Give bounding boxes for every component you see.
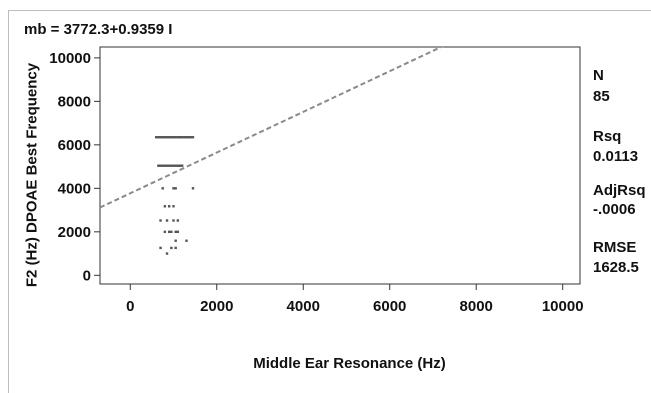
data-point-45	[176, 230, 180, 234]
data-point-24	[170, 164, 173, 167]
data-point-28	[178, 164, 182, 167]
data-point-4	[163, 136, 167, 139]
data-point-40	[176, 219, 180, 222]
data-point-19	[159, 164, 162, 167]
x-tick-label-8000: 8000	[460, 298, 493, 315]
data-point-49	[170, 246, 173, 250]
data-point-20	[161, 164, 164, 167]
regression-line	[100, 47, 444, 209]
stat-rmse-value: 1628.5	[593, 259, 639, 276]
data-point-7	[170, 136, 173, 139]
data-point-1	[157, 136, 160, 139]
data-point-26	[174, 164, 177, 167]
y-axis-label: F2 (Hz) DPOAE Best Frequency	[23, 62, 41, 288]
stat-adjrsq-label: AdjRsq	[593, 182, 646, 199]
data-point-22	[165, 164, 169, 167]
x-tick-label-10000: 10000	[542, 298, 584, 315]
chart-title: mb = 3772.3+0.9359 I	[24, 21, 173, 38]
data-point-31	[172, 187, 175, 190]
plot-area	[99, 46, 581, 285]
data-point-5	[165, 136, 169, 139]
data-point-51	[165, 252, 169, 255]
data-point-3	[161, 136, 164, 139]
data-point-38	[165, 219, 169, 222]
data-point-0	[155, 136, 158, 139]
x-tick-label-6000: 6000	[373, 298, 406, 315]
data-point-18	[157, 164, 160, 167]
data-point-16	[189, 136, 193, 139]
data-point-32	[174, 187, 177, 190]
data-point-17	[191, 136, 195, 139]
data-point-39	[172, 219, 175, 222]
data-point-33	[191, 187, 195, 190]
data-point-42	[167, 230, 171, 234]
stat-adjrsq-value: -.0006	[593, 201, 636, 218]
data-point-10	[176, 136, 180, 139]
data-point-25	[172, 164, 175, 167]
data-point-34	[163, 205, 167, 208]
data-point-50	[174, 246, 177, 250]
stat-rsq-value: 0.0113	[593, 148, 639, 165]
data-point-2	[159, 136, 162, 139]
x-axis-label-text: Middle Ear Resonance (Hz)	[253, 355, 446, 372]
y-tick-label-4000: 4000	[58, 180, 91, 197]
data-point-44	[174, 230, 177, 234]
data-point-47	[185, 239, 188, 242]
frame-border-top	[8, 10, 651, 11]
x-tick-label-0: 0	[126, 298, 134, 315]
data-point-21	[163, 164, 167, 167]
frame-border-left	[8, 10, 9, 393]
data-point-11	[178, 136, 182, 139]
data-point-14	[185, 136, 188, 139]
stat-n-value: 85	[593, 88, 610, 105]
data-point-36	[172, 205, 175, 208]
data-point-41	[163, 230, 167, 234]
data-point-23	[167, 164, 171, 167]
y-tick-label-6000: 6000	[58, 137, 91, 154]
data-point-29	[180, 164, 184, 167]
x-tick-label-2000: 2000	[200, 298, 233, 315]
x-tick-label-4000: 4000	[287, 298, 320, 315]
y-tick-label-10000: 10000	[49, 50, 91, 67]
y-tick-label-8000: 8000	[58, 93, 91, 110]
data-point-13	[183, 136, 186, 139]
stat-rsq-label: Rsq	[593, 128, 622, 145]
data-point-46	[174, 239, 177, 242]
data-point-6	[167, 136, 171, 139]
data-point-27	[176, 164, 180, 167]
data-point-15	[187, 136, 190, 139]
stat-rmse-label: RMSE	[593, 239, 637, 256]
data-point-48	[159, 246, 162, 250]
data-point-8	[172, 136, 175, 139]
data-point-35	[167, 205, 171, 208]
y-tick-label-2000: 2000	[58, 224, 91, 241]
data-point-43	[170, 230, 173, 234]
x-axis-label: Middle Ear Resonance (Hz)	[0, 355, 651, 372]
y-tick-label-0: 0	[83, 267, 91, 284]
data-point-30	[161, 187, 164, 190]
data-point-12	[180, 136, 184, 139]
data-point-9	[174, 136, 177, 139]
data-point-37	[159, 219, 162, 222]
stat-n-label: N	[593, 67, 604, 84]
